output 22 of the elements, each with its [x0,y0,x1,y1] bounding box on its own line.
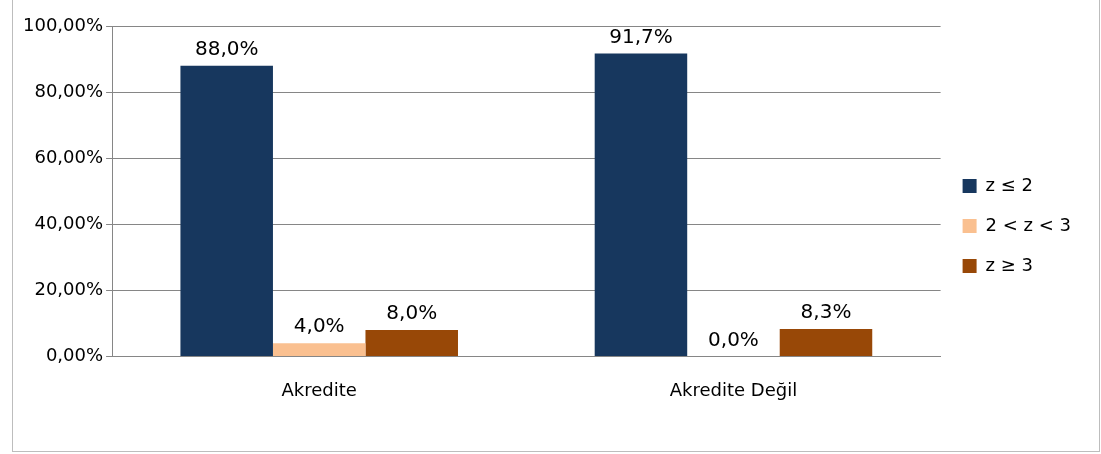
data-label: 88,0% [194,35,259,60]
data-label: 8,3% [800,299,852,324]
x-tick-label: Akredite Değil [669,378,798,400]
bar [365,329,458,356]
bar [779,328,873,356]
legend-label: 2 < z < 3 [985,213,1071,235]
legend-label: z ≥ 3 [985,253,1034,275]
bar [272,343,366,356]
data-label: 0,0% [708,326,759,351]
bar [180,65,273,356]
bar [594,53,688,356]
y-tick-label: 20,00% [34,277,104,299]
data-label: 91,7% [609,23,673,48]
y-tick-label: 80,00% [34,79,104,101]
data-label: 8,0% [386,300,438,325]
x-tick-label: Akredite [281,378,357,400]
legend-label: z ≤ 2 [985,173,1034,195]
y-tick-label: 0,00% [45,344,104,366]
data-label: 4,0% [293,313,345,338]
y-tick-label: 40,00% [34,211,104,233]
y-tick-label: 60,00% [34,145,104,167]
y-tick-label: 100,00% [22,13,104,35]
